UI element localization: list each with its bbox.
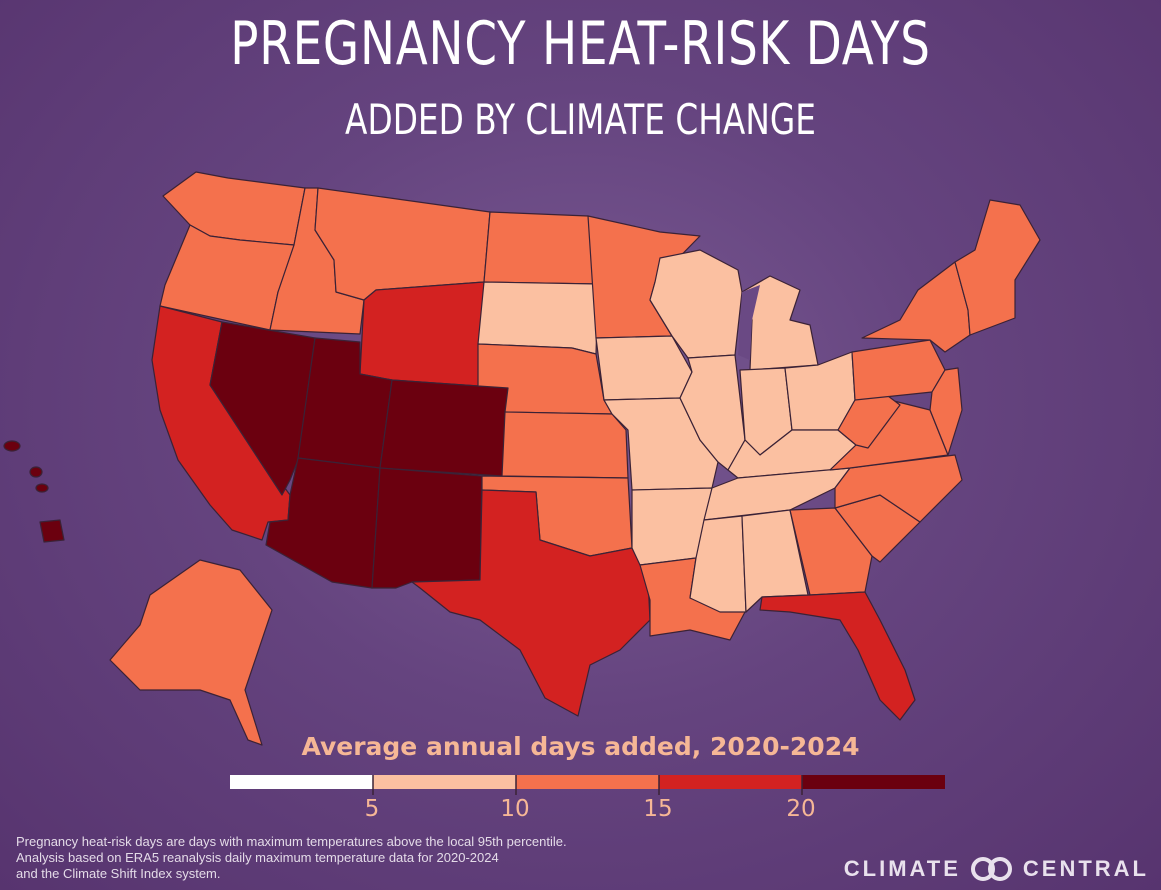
state-hawaii-island [29,466,43,478]
state-iowa [595,335,693,401]
state-mid-atlantic [929,367,963,456]
climate-central-logo: CLIMATE CENTRAL [844,856,1149,882]
state-wyoming [359,281,485,387]
footnote-line: Analysis based on ERA5 reanalysis daily … [16,850,499,865]
legend-tick-label: 20 [786,796,816,822]
logo-text-right: CENTRAL [1022,856,1149,881]
logo-text-left: CLIMATE [843,856,961,881]
legend-bin-15-20 [659,775,802,789]
legend-tick-label: 5 [364,796,380,822]
map-title: PREGNANCY HEAT-RISK DAYS [230,9,931,79]
state-colorado [379,379,509,477]
state-michigan [741,275,819,371]
legend-color-bar [230,775,945,795]
logo-rings-icon [969,856,1015,882]
footnote-line: Pregnancy heat-risk days are days with m… [16,834,567,849]
lake-michigan [738,285,760,360]
state-north-dakota [483,211,599,285]
state-pennsylvania [851,339,946,401]
state-south-dakota [477,281,599,355]
state-texas [411,489,651,717]
state-hawaii-island [3,440,21,452]
state-washington [162,171,306,246]
state-hawaii-island [35,483,49,493]
state-new-york [861,261,971,353]
legend-bin-5-10 [373,775,516,789]
legend-tick-label: 10 [500,796,530,822]
map-subtitle: ADDED BY CLIMATE CHANGE [345,95,816,144]
state-illinois [679,354,746,471]
legend-bin-10-15 [516,775,659,789]
state-hawaii [39,519,65,543]
state-alaska [109,559,273,746]
state-new-mexico [371,467,483,589]
legend-title: Average annual days added, 2020-2024 [301,732,860,761]
state-wisconsin [649,249,743,359]
legend-bin-0-5 [230,775,373,789]
state-kansas [501,411,629,479]
state-florida [759,591,916,721]
legend-bin-20+ [802,775,945,789]
legend-tick-label: 15 [643,796,673,822]
footnote-line: and the Climate Shift Index system. [16,866,221,881]
state-new-england [954,199,1041,336]
